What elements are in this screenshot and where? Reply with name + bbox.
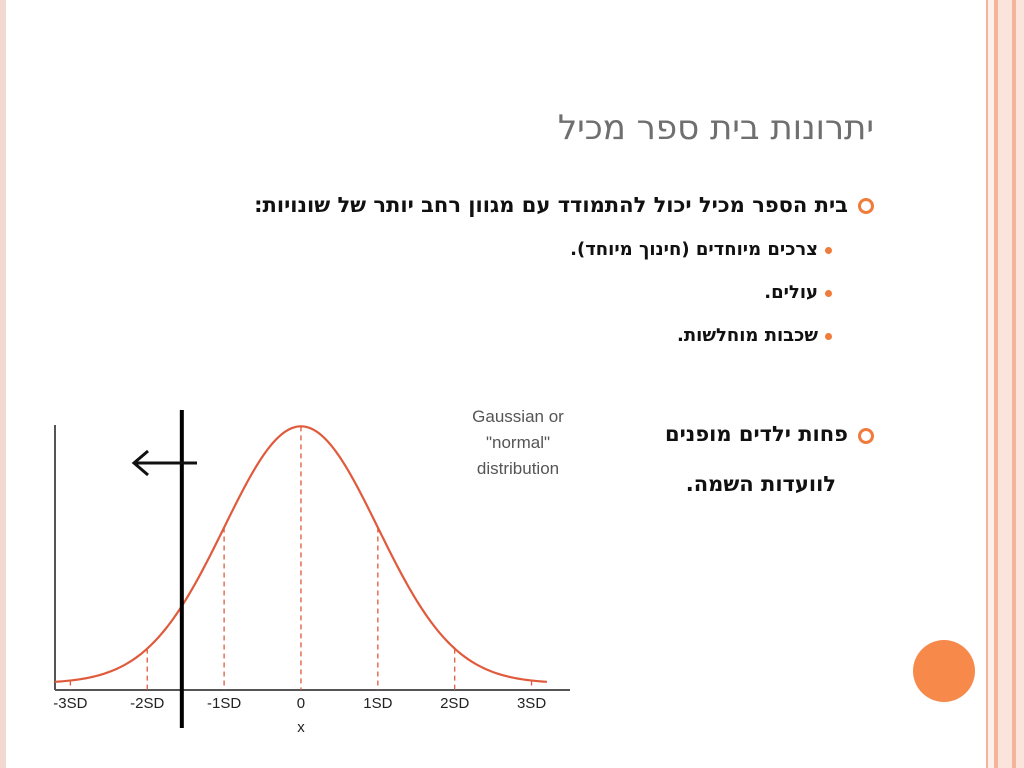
bullet-main-1: בית הספר מכיל יכול להתמודד עם מגוון רחב … <box>254 193 848 217</box>
chart-curve <box>54 425 548 683</box>
dot-bullet-icon <box>825 333 832 340</box>
decorative-circle <box>913 640 975 702</box>
gaussian-curve <box>54 425 548 683</box>
slide-title: יתרונות בית ספר מכיל <box>557 108 874 148</box>
chart-axes <box>54 425 570 691</box>
x-tick-label: -1SD <box>207 695 241 712</box>
x-tick-label: 3SD <box>517 695 546 712</box>
chart-title-line: distribution <box>477 459 559 478</box>
decorative-stripes <box>980 0 1024 768</box>
stripe <box>986 0 988 768</box>
chart-title: Gaussian or "normal" distribution <box>472 407 564 478</box>
ring-bullet-icon <box>858 428 874 444</box>
bullet-main-2-line1: פחות ילדים מופנים <box>665 422 848 446</box>
stripe <box>1012 0 1016 768</box>
x-tick-label: 1SD <box>363 695 392 712</box>
subbullet-3: שכבות מוחלשות. <box>677 325 818 346</box>
stripe <box>1016 0 1024 768</box>
left-arrow-icon <box>131 449 149 477</box>
x-tick-label: 0 <box>297 695 305 712</box>
chart-sd-lines <box>69 426 533 690</box>
subbullet-2: עולים. <box>764 282 818 303</box>
ring-bullet-icon <box>858 198 874 214</box>
bullet-main-2-line2: לוועדות השמה. <box>685 472 836 496</box>
chart-x-ticks: -3SD -2SD -1SD 0 1SD 2SD 3SD x <box>53 695 546 736</box>
normal-distribution-chart: Gaussian or "normal" distribution -3SD -2SD… <box>53 407 570 736</box>
stripe <box>988 0 994 768</box>
left-frame <box>0 0 6 768</box>
dot-bullet-icon <box>825 247 832 254</box>
x-axis-label: x <box>297 719 305 736</box>
stripe <box>994 0 998 768</box>
stripe <box>998 0 1012 768</box>
x-tick-label: 2SD <box>440 695 469 712</box>
subbullet-1: צרכים מיוחדים (חינוך מיוחד). <box>570 239 818 260</box>
chart-title-line: Gaussian or <box>472 407 564 426</box>
x-tick-label: -3SD <box>53 695 87 712</box>
chart-cutoff <box>131 410 197 728</box>
chart-title-line: "normal" <box>486 433 550 452</box>
x-tick-label: -2SD <box>130 695 164 712</box>
dot-bullet-icon <box>825 290 832 297</box>
